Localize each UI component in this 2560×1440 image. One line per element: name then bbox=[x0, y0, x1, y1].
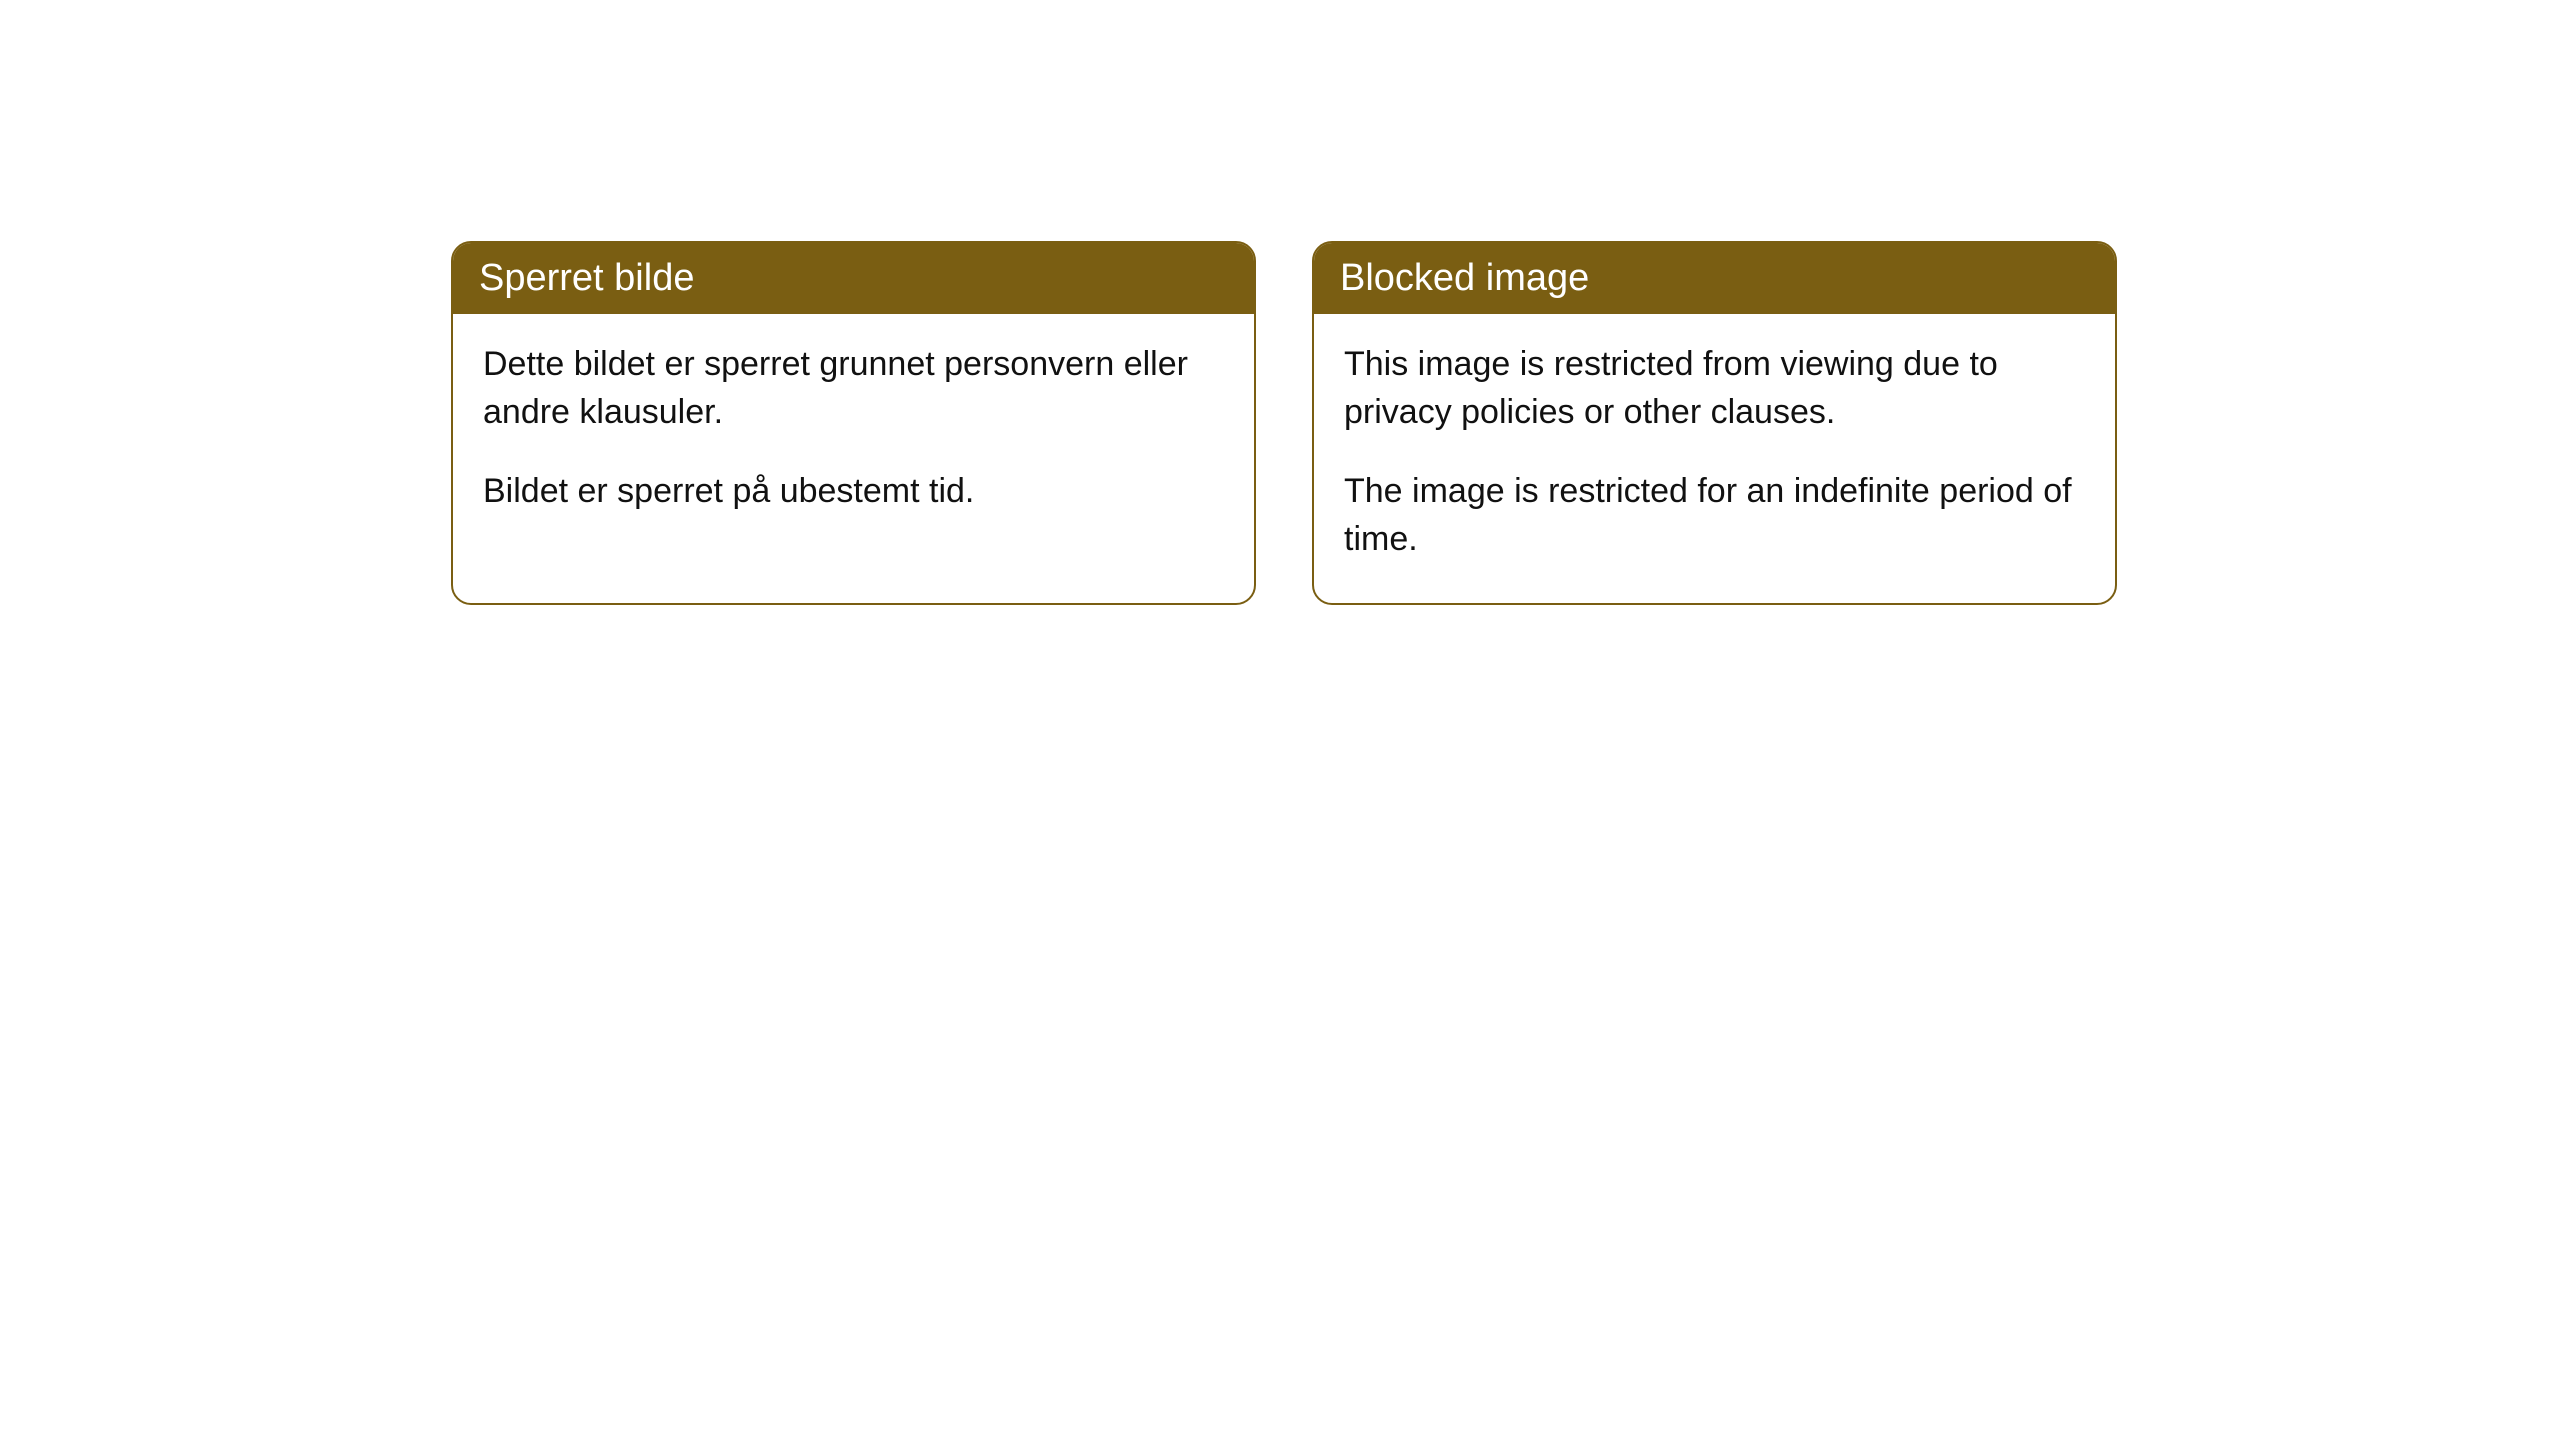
card-paragraph-1-en: This image is restricted from viewing du… bbox=[1344, 340, 2085, 437]
card-title-en: Blocked image bbox=[1340, 257, 1589, 299]
card-paragraph-1-no: Dette bildet er sperret grunnet personve… bbox=[483, 340, 1224, 437]
blocked-image-card-en: Blocked image This image is restricted f… bbox=[1312, 241, 2117, 605]
card-body-en: This image is restricted from viewing du… bbox=[1314, 314, 2115, 603]
card-paragraph-2-no: Bildet er sperret på ubestemt tid. bbox=[483, 467, 1224, 515]
blocked-image-card-no: Sperret bilde Dette bildet er sperret gr… bbox=[451, 241, 1256, 605]
card-paragraph-2-en: The image is restricted for an indefinit… bbox=[1344, 467, 2085, 564]
card-header-en: Blocked image bbox=[1314, 243, 2115, 314]
card-title-no: Sperret bilde bbox=[479, 257, 694, 299]
card-header-no: Sperret bilde bbox=[453, 243, 1254, 314]
notice-cards-container: Sperret bilde Dette bildet er sperret gr… bbox=[451, 241, 2117, 605]
card-body-no: Dette bildet er sperret grunnet personve… bbox=[453, 314, 1254, 555]
